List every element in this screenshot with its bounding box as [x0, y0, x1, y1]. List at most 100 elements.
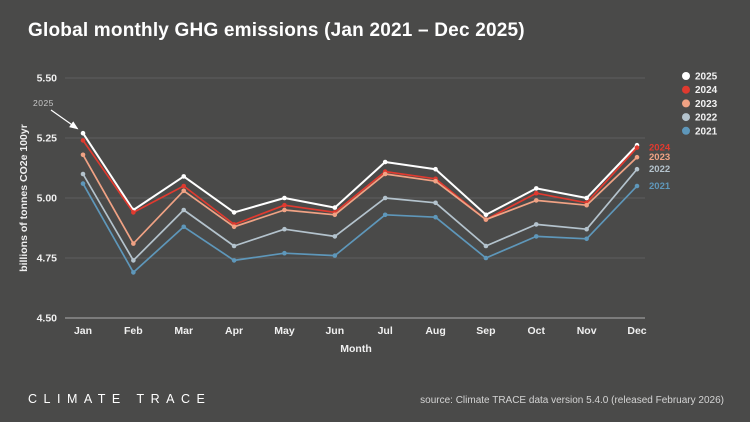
data-point-2022-Dec — [634, 166, 640, 172]
y-tick-label: 4.75 — [37, 253, 58, 265]
y-tick-label: 5.25 — [37, 133, 58, 145]
data-point-2023-Oct — [533, 198, 539, 203]
data-point-2024-Oct — [533, 190, 539, 196]
data-point-2023-Feb — [131, 241, 136, 246]
data-point-2025-Oct — [533, 186, 539, 191]
data-point-2021-Jul — [382, 212, 388, 218]
y-tick-label: 5.00 — [37, 193, 58, 205]
data-point-2023-Apr — [231, 224, 237, 230]
data-point-2023-Jul — [382, 171, 388, 177]
data-point-2024-Mar — [181, 183, 187, 189]
data-point-2022-Nov — [584, 226, 589, 232]
x-tick-label: Oct — [528, 325, 546, 337]
data-point-2021-Oct — [533, 234, 539, 239]
data-point-2021-Feb — [131, 270, 136, 275]
annotation-arrow — [50, 109, 79, 130]
line-2021 — [82, 183, 638, 274]
x-tick-label: Jan — [74, 325, 92, 337]
line-2022 — [82, 168, 638, 262]
data-point-2023-Mar — [181, 188, 187, 194]
data-point-2021-Jan — [80, 181, 86, 186]
series-end-label: 2022 — [649, 164, 670, 175]
data-point-2025-Jul — [382, 159, 388, 165]
annotation-2025-label: 2025 — [33, 98, 54, 108]
line-2025 — [82, 132, 638, 216]
data-point-2022-Jan — [80, 171, 86, 177]
legend-item-2024: 2024 — [682, 85, 718, 96]
climate-trace-logo: CLIMATE TRACE — [28, 392, 212, 406]
line-2024 — [82, 139, 638, 226]
data-point-2023-May — [282, 207, 287, 213]
x-tick-label: Sep — [476, 325, 495, 337]
legend-swatch-2024 — [682, 85, 690, 94]
chart-legend: 2025 2024 2023 2022 2021 — [682, 72, 718, 137]
data-point-2025-Jan — [80, 130, 86, 136]
series-end-label: 2021 — [649, 181, 671, 192]
data-point-2022-Mar — [181, 207, 187, 213]
data-point-2021-Mar — [181, 224, 187, 230]
legend-item-2022: 2022 — [682, 113, 718, 124]
data-point-2022-Apr — [231, 243, 237, 249]
data-point-2024-Jan — [80, 138, 86, 143]
legend-label: 2022 — [695, 113, 718, 124]
y-tick-label: 4.50 — [37, 313, 58, 325]
data-point-2021-Jun — [332, 253, 338, 258]
legend-swatch-2022 — [682, 113, 690, 122]
axis-ticks: 5.50 5.25 5.00 4.75 4.50 Jan Feb Mar Apr May Jun Ju… — [37, 73, 647, 338]
legend-item-2023: 2023 — [682, 99, 718, 110]
data-point-2022-May — [282, 226, 287, 232]
x-tick-label: May — [274, 325, 295, 337]
x-tick-label: Mar — [174, 325, 193, 337]
legend-label: 2024 — [695, 85, 718, 96]
legend-swatch-2025 — [682, 72, 690, 80]
data-point-2022-Sep — [483, 243, 489, 249]
legend-label: 2025 — [695, 72, 718, 83]
legend-item-2025: 2025 — [682, 72, 718, 83]
data-point-2023-Nov — [584, 202, 589, 208]
x-tick-label: Apr — [225, 325, 243, 337]
data-point-2025-Jun — [332, 205, 338, 210]
data-point-2025-Aug — [433, 166, 438, 172]
legend-item-2021: 2021 — [682, 126, 718, 137]
data-point-2021-Sep — [483, 255, 489, 261]
legend-swatch-2021 — [682, 126, 690, 135]
data-point-2025-Apr — [231, 210, 237, 215]
data-point-2022-Aug — [433, 200, 438, 206]
data-point-2021-Nov — [584, 236, 589, 242]
data-point-2023-Dec — [634, 154, 640, 160]
data-point-2023-Jan — [80, 152, 86, 158]
data-point-2023-Sep — [483, 217, 489, 222]
x-tick-label: Aug — [425, 325, 445, 337]
x-tick-label: Nov — [577, 325, 597, 337]
data-point-2022-Oct — [533, 222, 539, 227]
data-point-2021-May — [282, 250, 287, 256]
data-point-2022-Jul — [382, 195, 388, 201]
legend-label: 2023 — [695, 99, 718, 110]
data-point-2023-Jun — [332, 212, 338, 218]
line-2023 — [82, 154, 638, 245]
data-point-2022-Feb — [131, 258, 136, 263]
page-title: Global monthly GHG emissions (Jan 2021 –… — [28, 20, 525, 41]
source-attribution: source: Climate TRACE data version 5.4.0… — [420, 395, 724, 406]
x-tick-label: Feb — [124, 325, 143, 337]
data-point-2021-Aug — [433, 214, 438, 220]
x-axis-title: Month — [340, 343, 372, 355]
y-axis-title: billions of tonnes CO2e 100yr — [18, 124, 30, 272]
legend-swatch-2023 — [682, 99, 690, 108]
data-point-2021-Dec — [634, 183, 640, 189]
x-tick-label: Jul — [378, 325, 393, 337]
x-tick-label: Jun — [325, 325, 344, 337]
x-tick-label: Dec — [627, 325, 646, 337]
data-point-2024-Feb — [131, 210, 136, 215]
data-point-2023-Aug — [433, 178, 438, 184]
data-point-2021-Apr — [231, 258, 237, 263]
data-point-2024-Dec — [634, 145, 640, 150]
data-point-2025-Mar — [181, 174, 187, 179]
data-point-2025-Nov — [584, 195, 589, 201]
series-end-label: 2024 — [649, 143, 671, 154]
y-tick-label: 5.50 — [37, 73, 58, 85]
legend-label: 2021 — [695, 126, 718, 137]
